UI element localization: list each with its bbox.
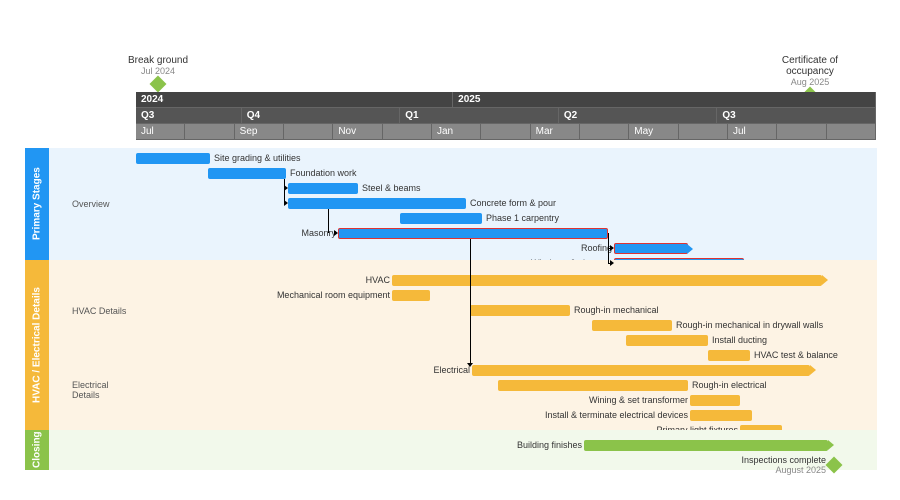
gantt-bar[interactable]: [400, 213, 482, 224]
month-cell: Jul: [136, 124, 185, 139]
gantt-bar-label: Foundation work: [290, 168, 357, 179]
milestone-label: Certificate of occupancy: [782, 55, 838, 77]
gantt-bar[interactable]: [708, 350, 750, 361]
dependency-line: [608, 233, 609, 263]
gantt-bar-label: HVAC: [0, 275, 390, 286]
month-cell: Jan: [432, 124, 481, 139]
month-cell: Nov: [333, 124, 382, 139]
gantt-bar[interactable]: [614, 243, 688, 254]
milestone-label: Inspections complete: [741, 455, 826, 465]
quarter-cell: Q3: [717, 108, 876, 123]
gantt-bar[interactable]: [136, 153, 210, 164]
year-cell: 2024: [136, 92, 453, 107]
month-cell: [827, 124, 876, 139]
year-cell: 2025: [453, 92, 876, 107]
gantt-bar-label: Rough-in mechanical: [574, 305, 659, 316]
month-cell: [777, 124, 826, 139]
gantt-bar[interactable]: [584, 440, 828, 451]
gantt-bar[interactable]: [288, 198, 466, 209]
gantt-bar[interactable]: [498, 380, 688, 391]
gantt-bar[interactable]: [472, 365, 810, 376]
gantt-bar-label: Mechanical room equipment: [0, 290, 390, 301]
dependency-arrow-icon: [334, 230, 338, 236]
milestone-bottom: Inspections completeAugust 2025: [698, 455, 826, 475]
group-label: Overview: [72, 199, 132, 209]
quarter-cell: Q2: [559, 108, 718, 123]
milestone-date: Aug 2025: [765, 77, 855, 87]
gantt-bar[interactable]: [690, 410, 752, 421]
gantt-bar-label: Install & terminate electrical devices: [0, 410, 688, 421]
quarter-cell: Q3: [136, 108, 242, 123]
quarter-cell: Q4: [242, 108, 401, 123]
gantt-bar-label: Install ducting: [712, 335, 767, 346]
month-cell: [679, 124, 728, 139]
gantt-bar[interactable]: [690, 395, 740, 406]
timeline-header: 20242025Q3Q4Q1Q2Q3JulSepNovJanMarMayJul: [136, 92, 876, 140]
gantt-bar-label: Wining & set transformer: [0, 395, 688, 406]
dependency-arrow-icon: [610, 245, 614, 251]
gantt-bar-label: Site grading & utilities: [214, 153, 301, 164]
quarter-cell: Q1: [400, 108, 559, 123]
gantt-bar-label: Rough-in mechanical in drywall walls: [676, 320, 823, 331]
month-cell: [580, 124, 629, 139]
milestone-date: Jul 2024: [128, 66, 188, 76]
month-cell: Mar: [531, 124, 580, 139]
gantt-bar[interactable]: [288, 183, 358, 194]
month-cell: May: [629, 124, 678, 139]
gantt-bar[interactable]: [592, 320, 672, 331]
gantt-bar-label: Phase 1 carpentry: [486, 213, 559, 224]
group-label: HVAC Details: [72, 306, 132, 316]
dependency-line: [328, 209, 329, 233]
dependency-arrow-icon: [610, 260, 614, 266]
timeline-years: 20242025: [136, 92, 876, 108]
gantt-bar-label: Building finishes: [0, 440, 582, 451]
gantt-bar-label: Roofing: [0, 243, 612, 254]
timeline-months: Jul Sep Nov Jan Mar May Jul: [136, 124, 876, 140]
gantt-bar-label: Rough-in electrical: [692, 380, 767, 391]
timeline-quarters: Q3Q4Q1Q2Q3: [136, 108, 876, 124]
gantt-bar-label: Steel & beams: [362, 183, 421, 194]
month-cell: [185, 124, 234, 139]
gantt-bar[interactable]: [470, 305, 570, 316]
month-cell: Jul: [728, 124, 777, 139]
gantt-bar-label: Concrete form & pour: [470, 198, 556, 209]
month-cell: Sep: [235, 124, 284, 139]
month-cell: [284, 124, 333, 139]
diamond-icon: [150, 76, 167, 93]
gantt-bar[interactable]: [338, 228, 608, 239]
dependency-arrow-icon: [284, 200, 288, 206]
milestone-date: August 2025: [698, 465, 826, 475]
month-cell: [481, 124, 530, 139]
month-cell: [383, 124, 432, 139]
gantt-bar-label: HVAC test & balance: [754, 350, 838, 361]
gantt-bar[interactable]: [626, 335, 708, 346]
dependency-arrow-icon: [467, 363, 473, 367]
milestone-label: Break ground: [128, 55, 188, 66]
gantt-bar-label: Masonry: [0, 228, 336, 239]
gantt-bar[interactable]: [392, 290, 430, 301]
gantt-bar[interactable]: [392, 275, 822, 286]
gantt-bar-label: Electrical: [0, 365, 470, 376]
milestone: Break groundJul 2024: [128, 55, 188, 90]
dependency-line: [470, 239, 471, 365]
gantt-bar[interactable]: [208, 168, 286, 179]
